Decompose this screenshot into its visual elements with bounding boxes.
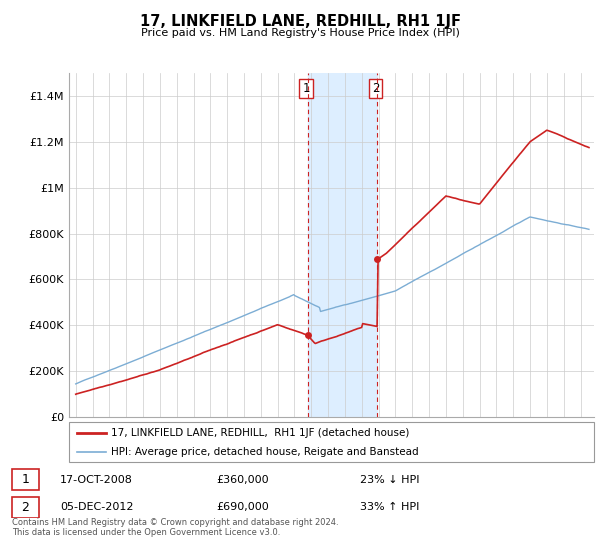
- FancyBboxPatch shape: [12, 497, 39, 518]
- Text: 17, LINKFIELD LANE, REDHILL, RH1 1JF: 17, LINKFIELD LANE, REDHILL, RH1 1JF: [139, 14, 461, 29]
- Text: 2: 2: [22, 501, 29, 514]
- Text: 23% ↓ HPI: 23% ↓ HPI: [360, 475, 419, 485]
- Text: 17-OCT-2008: 17-OCT-2008: [60, 475, 133, 485]
- Text: 1: 1: [302, 82, 310, 95]
- Bar: [308, 73, 377, 417]
- Text: £690,000: £690,000: [216, 502, 269, 512]
- Text: 05-DEC-2012: 05-DEC-2012: [60, 502, 133, 512]
- FancyBboxPatch shape: [12, 469, 39, 491]
- Text: 33% ↑ HPI: 33% ↑ HPI: [360, 502, 419, 512]
- Text: Price paid vs. HM Land Registry's House Price Index (HPI): Price paid vs. HM Land Registry's House …: [140, 28, 460, 38]
- Text: 2: 2: [372, 82, 379, 95]
- Text: 17, LINKFIELD LANE, REDHILL,  RH1 1JF (detached house): 17, LINKFIELD LANE, REDHILL, RH1 1JF (de…: [111, 428, 409, 437]
- Text: HPI: Average price, detached house, Reigate and Banstead: HPI: Average price, detached house, Reig…: [111, 447, 419, 457]
- FancyBboxPatch shape: [69, 422, 594, 462]
- Text: 1: 1: [22, 473, 29, 486]
- Text: Contains HM Land Registry data © Crown copyright and database right 2024.: Contains HM Land Registry data © Crown c…: [12, 519, 338, 528]
- Text: This data is licensed under the Open Government Licence v3.0.: This data is licensed under the Open Gov…: [12, 528, 280, 537]
- Text: £360,000: £360,000: [216, 475, 269, 485]
